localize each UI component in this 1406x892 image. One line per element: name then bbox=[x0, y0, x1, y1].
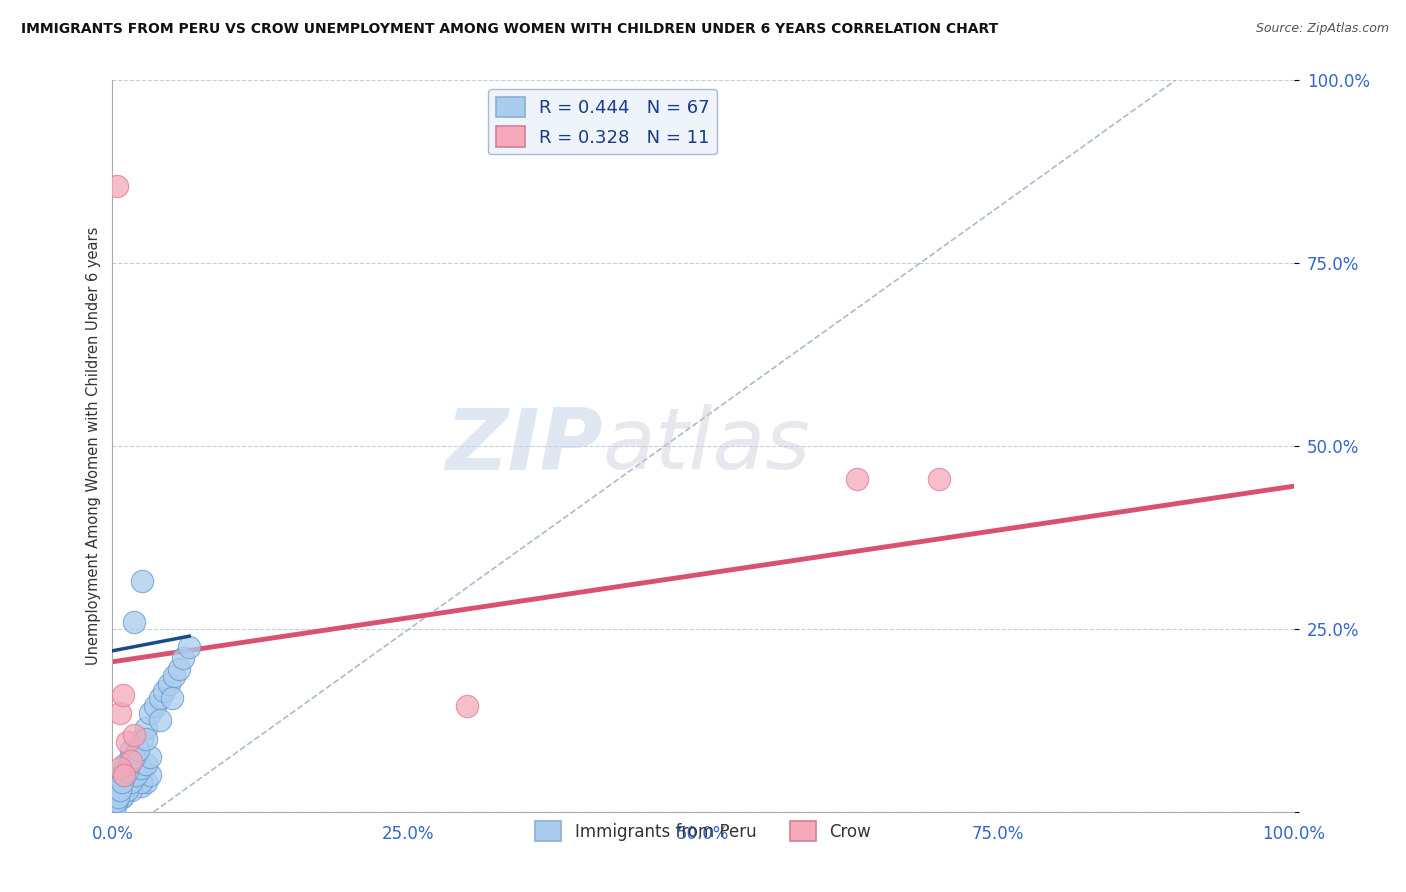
Point bbox=[120, 754, 142, 768]
Point bbox=[160, 691, 183, 706]
Point bbox=[115, 764, 138, 779]
Point bbox=[120, 749, 142, 764]
Point bbox=[928, 472, 950, 486]
Text: atlas: atlas bbox=[603, 404, 811, 488]
Point bbox=[112, 688, 135, 702]
Point bbox=[112, 775, 135, 789]
Point bbox=[112, 768, 135, 782]
Point bbox=[131, 731, 153, 746]
Point bbox=[125, 768, 148, 782]
Point bbox=[105, 782, 128, 797]
Point bbox=[111, 790, 134, 805]
Point bbox=[108, 761, 131, 775]
Point bbox=[104, 794, 127, 808]
Point bbox=[111, 775, 134, 789]
Point bbox=[845, 472, 868, 486]
Point bbox=[125, 749, 148, 764]
Point bbox=[108, 775, 131, 789]
Point bbox=[115, 735, 138, 749]
Point bbox=[120, 782, 142, 797]
Point bbox=[118, 757, 141, 772]
Point bbox=[127, 742, 149, 756]
Point bbox=[131, 574, 153, 589]
Point bbox=[120, 742, 142, 756]
Point bbox=[122, 615, 145, 629]
Point bbox=[110, 768, 132, 782]
Point bbox=[117, 768, 139, 782]
Point bbox=[139, 706, 162, 720]
Point bbox=[135, 775, 157, 789]
Text: Source: ZipAtlas.com: Source: ZipAtlas.com bbox=[1256, 22, 1389, 36]
Point bbox=[153, 684, 176, 698]
Point bbox=[157, 676, 180, 690]
Point bbox=[129, 761, 152, 775]
Point bbox=[105, 775, 128, 789]
Point bbox=[114, 757, 136, 772]
Point bbox=[104, 787, 127, 801]
Point bbox=[129, 779, 152, 793]
Point bbox=[107, 775, 129, 789]
Point bbox=[108, 782, 131, 797]
Point bbox=[105, 794, 128, 808]
Point bbox=[122, 749, 145, 764]
Point bbox=[112, 768, 135, 782]
Point bbox=[112, 775, 135, 789]
Point bbox=[112, 768, 135, 782]
Point bbox=[104, 798, 127, 813]
Point bbox=[105, 179, 128, 194]
Point bbox=[115, 782, 138, 797]
Point bbox=[117, 764, 139, 779]
Point bbox=[127, 742, 149, 756]
Point bbox=[108, 782, 131, 797]
Point bbox=[172, 651, 194, 665]
Y-axis label: Unemployment Among Women with Children Under 6 years: Unemployment Among Women with Children U… bbox=[86, 227, 101, 665]
Point bbox=[135, 721, 157, 735]
Point bbox=[120, 775, 142, 789]
Point bbox=[139, 768, 162, 782]
Point bbox=[105, 787, 128, 801]
Text: ZIP: ZIP bbox=[444, 404, 603, 488]
Point bbox=[122, 728, 145, 742]
Point bbox=[167, 662, 190, 676]
Point bbox=[111, 768, 134, 782]
Text: IMMIGRANTS FROM PERU VS CROW UNEMPLOYMENT AMONG WOMEN WITH CHILDREN UNDER 6 YEAR: IMMIGRANTS FROM PERU VS CROW UNEMPLOYMEN… bbox=[21, 22, 998, 37]
Point bbox=[120, 754, 142, 768]
Point bbox=[456, 698, 478, 713]
Point bbox=[149, 691, 172, 706]
Point bbox=[105, 794, 128, 808]
Point bbox=[105, 787, 128, 801]
Point bbox=[135, 731, 157, 746]
Point bbox=[129, 775, 152, 789]
Point bbox=[111, 775, 134, 789]
Legend: Immigrants from Peru, Crow: Immigrants from Peru, Crow bbox=[529, 814, 877, 847]
Point bbox=[122, 772, 145, 786]
Point bbox=[111, 790, 134, 805]
Point bbox=[135, 757, 157, 772]
Point bbox=[107, 790, 129, 805]
Point bbox=[143, 698, 166, 713]
Point bbox=[108, 782, 131, 797]
Point bbox=[163, 669, 186, 683]
Point bbox=[108, 706, 131, 720]
Point bbox=[179, 640, 201, 655]
Point bbox=[139, 749, 162, 764]
Point bbox=[107, 779, 129, 793]
Point bbox=[115, 761, 138, 775]
Point bbox=[149, 714, 172, 728]
